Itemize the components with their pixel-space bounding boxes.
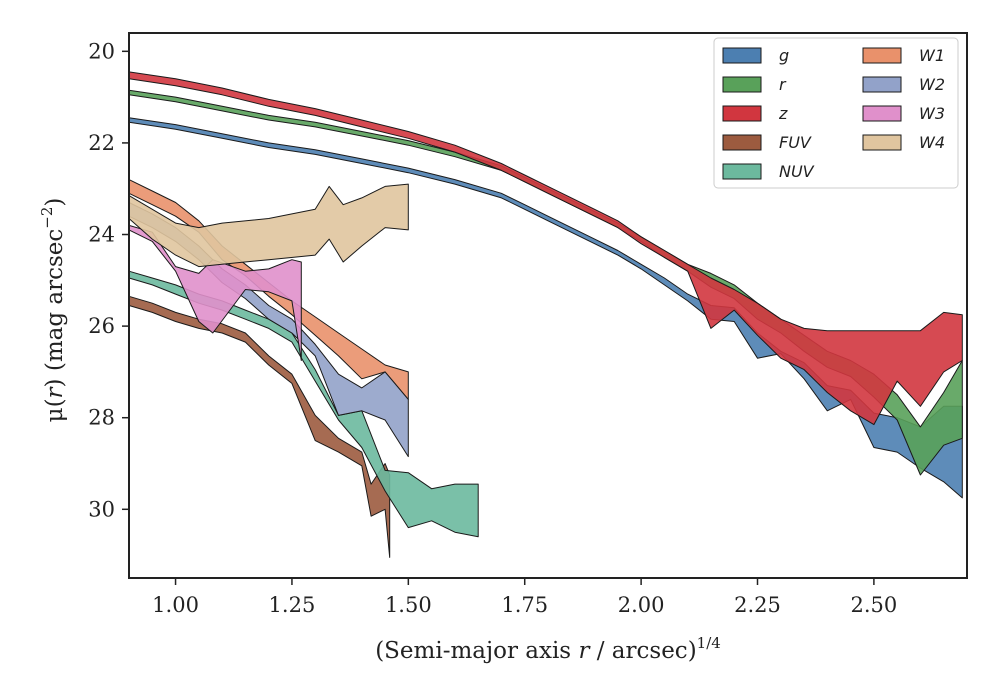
y-tick-label: 20	[88, 39, 115, 63]
y-tick-label: 24	[88, 223, 115, 247]
x-tick-label: 1.50	[385, 593, 432, 617]
legend-swatch-w4	[862, 134, 902, 151]
x-tick-label: 2.00	[618, 593, 665, 617]
band-g	[128, 117, 963, 499]
legend-swatch-nuv	[722, 163, 762, 180]
band-z	[128, 71, 963, 426]
y-tick-label: 28	[88, 406, 115, 430]
y-tick-label: 30	[88, 497, 115, 521]
legend-swatch-w1	[862, 47, 902, 64]
legend-swatch-z	[722, 105, 762, 122]
y-axis-title: μ(r) (mag arcsec−2)	[38, 198, 68, 423]
legend-swatch-w2	[862, 76, 902, 93]
x-axis-title: (Semi-major axis r / arcsec)1/4	[375, 634, 721, 664]
legend-label-fuv: FUV	[779, 133, 812, 152]
band-nuv	[128, 270, 479, 538]
band-w3	[128, 224, 302, 361]
x-tick-label: 1.25	[269, 593, 316, 617]
x-axis: 1.00 1.25 1.50 1.75 2.00 2.25 2.50	[152, 578, 897, 617]
y-tick-label: 26	[88, 314, 115, 338]
x-tick-label: 1.75	[501, 593, 548, 617]
band-w4	[128, 183, 409, 268]
y-axis: 20 22 24 26 28 30	[88, 39, 129, 521]
x-tick-label: 2.25	[734, 593, 781, 617]
legend-label-nuv: NUV	[779, 162, 815, 181]
legend-label-w2: W2	[919, 75, 945, 94]
legend-label-w4: W4	[919, 133, 945, 152]
band-layer	[128, 71, 963, 558]
x-tick-label: 1.00	[152, 593, 199, 617]
legend-swatch-w3	[862, 105, 902, 122]
legend-label-w1: W1	[919, 46, 945, 65]
legend-swatch-g	[722, 47, 762, 64]
plot-frame	[128, 32, 968, 579]
x-tick-label: 2.50	[851, 593, 898, 617]
legend-label-z: z	[778, 104, 788, 123]
legend-label-r: r	[779, 75, 787, 94]
legend-label-w3: W3	[919, 104, 945, 123]
legend-label-g: g	[779, 46, 789, 65]
legend: grz FUV NUV W1 W2 W3 W4	[713, 37, 959, 189]
legend-swatch-r	[722, 76, 762, 93]
y-tick-label: 22	[88, 131, 115, 155]
legend-swatch-fuv	[722, 134, 762, 151]
